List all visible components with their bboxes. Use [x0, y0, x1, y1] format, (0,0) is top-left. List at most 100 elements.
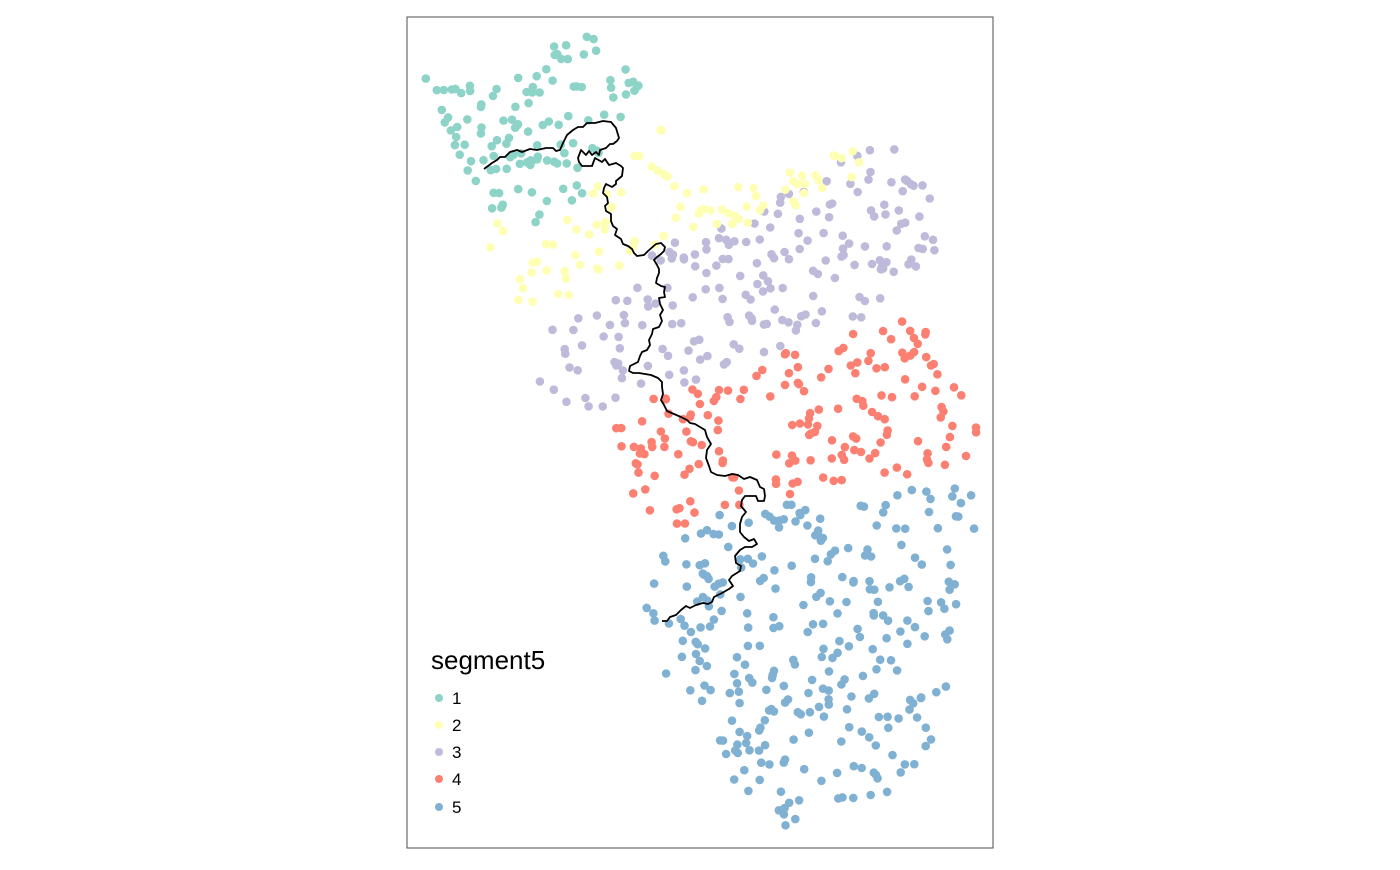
- point-segment-2: [788, 176, 798, 186]
- point-segment-5: [815, 514, 825, 523]
- point-segment-4: [870, 448, 880, 458]
- point-segment-5: [816, 588, 825, 598]
- point-segment-4: [656, 427, 666, 436]
- point-segment-5: [742, 731, 752, 741]
- point-segment-5: [849, 793, 858, 803]
- point-segment-4: [872, 364, 881, 373]
- point-segment-5: [842, 597, 851, 607]
- point-segment-3: [846, 179, 855, 189]
- point-segment-1: [591, 46, 601, 55]
- point-segment-1: [499, 116, 508, 125]
- point-segment-5: [642, 603, 651, 613]
- point-segment-3: [691, 375, 701, 384]
- point-segment-3: [535, 377, 545, 386]
- point-segment-5: [741, 738, 751, 748]
- point-segment-2: [607, 203, 616, 213]
- point-segment-5: [769, 516, 779, 525]
- point-segment-5: [956, 498, 966, 508]
- point-segment-4: [680, 519, 690, 528]
- point-segment-5: [735, 698, 744, 708]
- point-segment-4: [824, 364, 833, 374]
- point-segment-5: [903, 639, 912, 649]
- point-segment-3: [730, 237, 739, 246]
- point-segment-4: [766, 392, 775, 401]
- point-segment-3: [741, 237, 751, 247]
- point-segment-1: [466, 156, 476, 166]
- point-segment-4: [780, 380, 790, 390]
- legend-swatch-1: [435, 694, 443, 702]
- point-segment-5: [717, 606, 726, 616]
- point-segment-5: [917, 560, 927, 569]
- point-segment-3: [902, 176, 912, 186]
- point-segment-3: [930, 245, 939, 255]
- point-segment-5: [697, 696, 707, 706]
- point-segment-1: [621, 65, 630, 74]
- point-segment-1: [560, 148, 569, 158]
- point-segment-3: [651, 299, 660, 308]
- point-segment-5: [793, 707, 803, 717]
- point-segment-1: [437, 105, 447, 115]
- point-segment-1: [515, 159, 525, 169]
- point-segment-1: [542, 64, 551, 74]
- point-segment-4: [661, 395, 671, 404]
- point-segment-3: [869, 212, 879, 221]
- point-segment-4: [714, 446, 724, 456]
- point-segment-1: [460, 140, 470, 149]
- point-segment-5: [923, 596, 932, 606]
- point-segment-4: [921, 327, 930, 337]
- point-segment-5: [837, 680, 846, 689]
- point-segment-5: [893, 491, 902, 500]
- point-segment-3: [560, 344, 569, 354]
- point-segment-3: [712, 261, 721, 270]
- point-segment-4: [813, 421, 822, 431]
- point-segment-3: [759, 320, 769, 329]
- point-segment-5: [789, 735, 798, 744]
- point-segment-3: [574, 314, 583, 323]
- point-segment-2: [493, 219, 502, 228]
- point-segment-1: [624, 78, 633, 88]
- point-segment-4: [612, 423, 621, 433]
- point-segment-3: [896, 219, 906, 229]
- point-segment-4: [771, 479, 781, 489]
- point-segment-3: [824, 212, 834, 222]
- point-segment-3: [664, 370, 674, 380]
- point-segment-3: [676, 318, 686, 328]
- point-segment-5: [760, 716, 770, 725]
- point-segment-5: [680, 621, 689, 630]
- point-segment-1: [616, 112, 625, 122]
- point-segment-4: [816, 373, 826, 382]
- point-segment-5: [858, 671, 868, 681]
- point-segment-2: [689, 222, 698, 232]
- point-segment-3: [549, 385, 559, 395]
- point-segment-5: [755, 775, 764, 785]
- point-segment-5: [883, 712, 892, 722]
- point-segment-3: [860, 296, 870, 306]
- point-segment-2: [785, 168, 794, 177]
- point-segment-4: [840, 442, 850, 452]
- point-segment-2: [659, 169, 669, 179]
- point-segment-5: [873, 597, 883, 607]
- legend-label-1: 1: [452, 689, 461, 708]
- point-segment-3: [670, 238, 680, 247]
- point-segment-1: [606, 83, 616, 92]
- point-segment-5: [803, 521, 812, 530]
- point-segment-4: [685, 412, 695, 422]
- point-segment-5: [905, 705, 914, 714]
- point-segment-3: [830, 273, 840, 283]
- point-segment-2: [615, 261, 624, 270]
- point-segment-3: [887, 178, 896, 187]
- map-frame: [406, 16, 994, 849]
- point-segment-2: [560, 266, 569, 276]
- point-segment-1: [440, 118, 450, 127]
- point-segment-4: [647, 442, 657, 452]
- point-segment-2: [751, 191, 761, 201]
- point-segment-5: [834, 794, 843, 803]
- point-segment-4: [867, 407, 877, 417]
- point-segment-2: [797, 171, 807, 181]
- point-segment-3: [755, 235, 765, 244]
- point-segment-5: [872, 665, 881, 674]
- point-segment-5: [686, 627, 696, 637]
- point-segment-1: [463, 166, 473, 175]
- point-segment-5: [774, 523, 784, 532]
- point-segment-2: [541, 239, 551, 249]
